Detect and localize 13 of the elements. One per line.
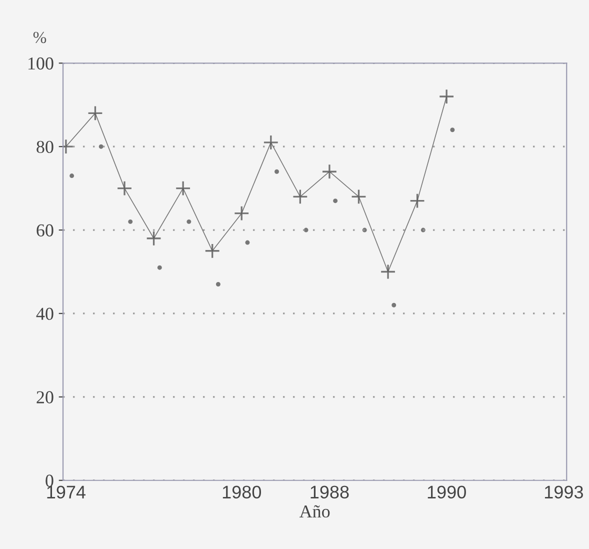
- y-axis-title: %: [33, 32, 46, 44]
- x-tick-label: 1974: [47, 486, 86, 498]
- y-tick-label: 20: [36, 391, 54, 404]
- x-tick-label: 1993: [544, 486, 583, 498]
- y-tick-label: 100: [28, 57, 54, 70]
- x-tick-label: 1980: [222, 486, 262, 498]
- y-tick-label: 40: [36, 308, 54, 320]
- y-tick-label: 60: [36, 224, 54, 236]
- y-tick-label: 0: [46, 474, 54, 487]
- x-axis-title: Año: [299, 505, 330, 518]
- y-tick-label: 80: [36, 140, 54, 154]
- x-tick-label: 1988: [310, 486, 349, 498]
- x-tick-label: 1990: [428, 486, 466, 498]
